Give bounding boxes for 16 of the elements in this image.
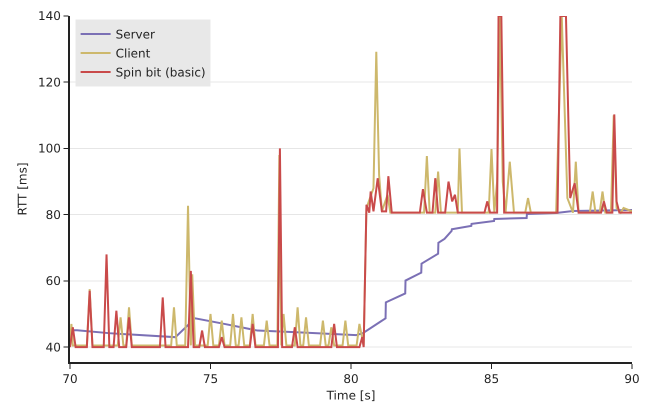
y-tick-label: 140 bbox=[38, 9, 61, 24]
x-tick-label: 75 bbox=[202, 372, 218, 386]
legend-label: Server bbox=[116, 28, 156, 42]
x-axis-title: Time [s] bbox=[326, 388, 376, 403]
y-tick-label: 100 bbox=[38, 142, 61, 156]
y-tick-label: 80 bbox=[46, 208, 61, 222]
y-tick-label: 120 bbox=[38, 75, 61, 90]
x-tick-label: 90 bbox=[624, 372, 640, 386]
x-tick-label: 85 bbox=[484, 372, 500, 386]
legend-label: Client bbox=[116, 46, 151, 61]
y-axis-title: RTT [ms] bbox=[16, 162, 30, 216]
y-tick-label: 60 bbox=[46, 274, 61, 288]
legend-label: Spin bit (basic) bbox=[116, 66, 206, 80]
x-tick-label: 80 bbox=[343, 372, 359, 386]
y-tick-label: 40 bbox=[46, 340, 61, 354]
x-tick-label: 70 bbox=[62, 372, 78, 386]
